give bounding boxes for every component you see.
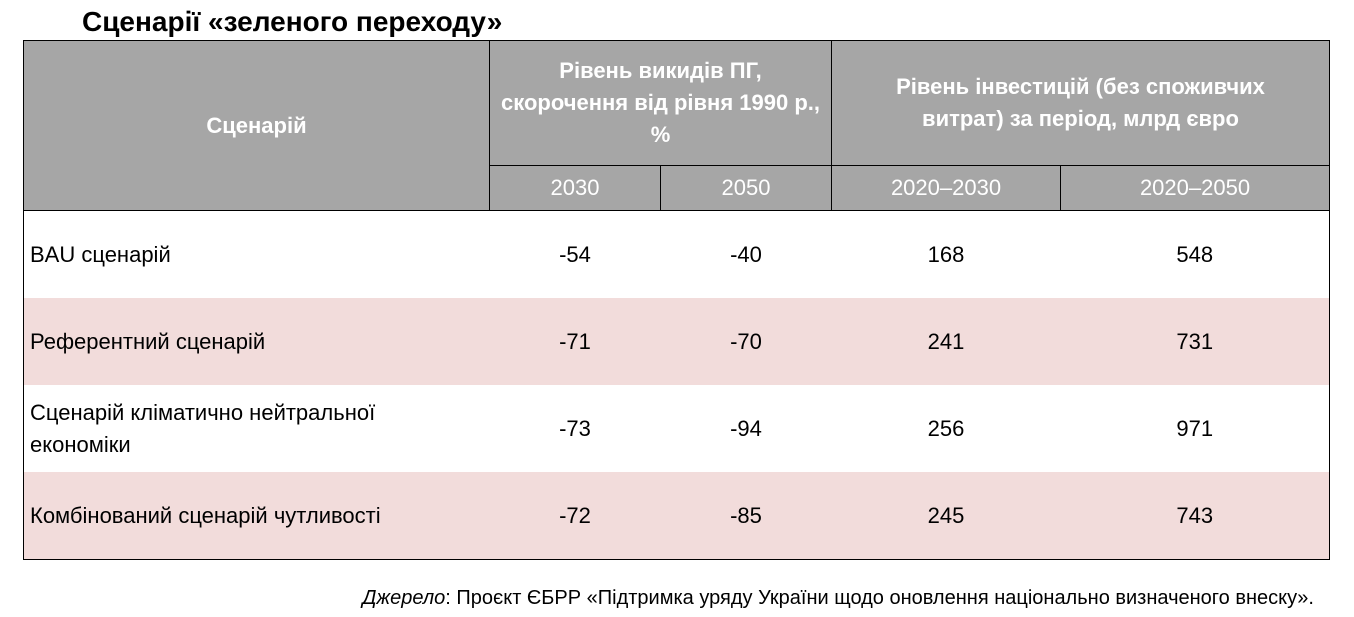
header-year-2030: 2030 [489,165,661,211]
header-emissions-group: Рівень викидів ПГ, скорочення від рівня … [489,40,832,166]
header-scenario: Сценарій [23,40,490,211]
header-period-2020-2050: 2020–2050 [1060,165,1330,211]
source-label: Джерело [362,587,446,609]
header-investment-text: Рівень інвестицій (без споживчих витрат)… [896,74,1265,131]
row-emissions-2030: -54 [489,210,661,298]
scenarios-table: Сценарій Рівень викидів ПГ, скорочення в… [23,40,1330,560]
row-investment-2020-2050: 731 [1060,298,1330,385]
row-emissions-2030: -72 [489,472,661,560]
row-investment-2020-2050: 548 [1060,210,1330,298]
row-investment-2020-2050: 971 [1060,385,1330,472]
page-title: Сценарії «зеленого переходу» [82,6,503,37]
row-emissions-2030: -73 [489,385,661,472]
row-scenario-name: Сценарій кліматично нейтральної економік… [23,385,490,472]
row-scenario-name: Референтний сценарій [23,298,490,385]
row-investment-2020-2030: 256 [831,385,1061,472]
table-row: BAU сценарій -54 -40 168 548 [23,210,1330,298]
header-period-2020-2030: 2020–2030 [831,165,1061,211]
table-row: Сценарій кліматично нейтральної економік… [23,385,1330,472]
table-row: Комбінований сценарій чутливості -72 -85… [23,472,1330,560]
row-scenario-name: BAU сценарій [23,210,490,298]
row-investment-2020-2030: 245 [831,472,1061,560]
header-investment-group: Рівень інвестицій (без споживчих витрат)… [831,40,1330,166]
row-emissions-2050: -70 [660,298,832,385]
table-row: Референтний сценарій -71 -70 241 731 [23,298,1330,385]
row-emissions-2050: -94 [660,385,832,472]
source-note: Джерело: Проєкт ЄБРР «Підтримка уряду Ук… [362,584,1314,612]
row-scenario-name: Комбінований сценарій чутливості [23,472,490,560]
header-emissions-text: Рівень викидів ПГ, скорочення від рівня … [501,58,820,147]
header-year-2050: 2050 [660,165,832,211]
header-row-groups: Сценарій Рівень викидів ПГ, скорочення в… [23,40,1330,211]
row-emissions-2030: -71 [489,298,661,385]
header-row-years: 2030 2050 2020–2030 2020–2050 [24,165,1330,211]
row-investment-2020-2050: 743 [1060,472,1330,560]
row-scenario-name-text: Сценарій кліматично нейтральної економік… [30,399,376,457]
row-investment-2020-2030: 241 [831,298,1061,385]
row-emissions-2050: -85 [660,472,832,560]
source-text: : Проєкт ЄБРР «Підтримка уряду України щ… [445,587,1314,609]
row-investment-2020-2030: 168 [831,210,1061,298]
row-emissions-2050: -40 [660,210,832,298]
